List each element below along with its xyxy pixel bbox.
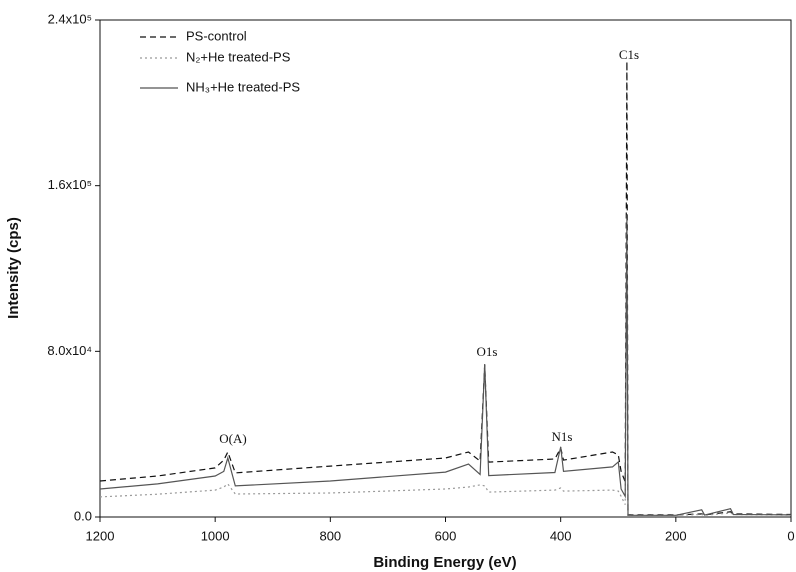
peak-annotation: C1s (619, 47, 639, 62)
y-tick-label: 2.4x10⁵ (48, 11, 92, 26)
x-tick-label: 1200 (86, 528, 115, 543)
legend-label: N₂+He treated-PS (186, 49, 291, 64)
y-axis-title: Intensity (cps) (5, 217, 22, 319)
plot-frame (99, 19, 792, 518)
series-line (99, 227, 792, 516)
legend-label: PS-control (186, 28, 247, 43)
y-tick-label: 1.6x10⁵ (48, 177, 92, 192)
x-tick-label: 1000 (201, 528, 230, 543)
x-tick-label: 600 (435, 528, 457, 543)
y-tick-label: 0.0 (74, 508, 92, 523)
x-tick-label: 0 (787, 528, 794, 543)
peak-annotation: O(A) (219, 431, 246, 446)
series-line (99, 214, 792, 516)
x-tick-label: 400 (550, 528, 572, 543)
peak-annotation: N1s (552, 429, 573, 444)
peak-annotation: O1s (477, 344, 498, 359)
series-line (99, 61, 792, 516)
y-tick-label: 8.0x10⁴ (47, 343, 92, 358)
x-tick-label: 800 (319, 528, 341, 543)
legend-label: NH₃+He treated-PS (186, 79, 300, 94)
x-axis-title: Binding Energy (eV) (373, 554, 516, 571)
x-tick-label: 200 (665, 528, 687, 543)
